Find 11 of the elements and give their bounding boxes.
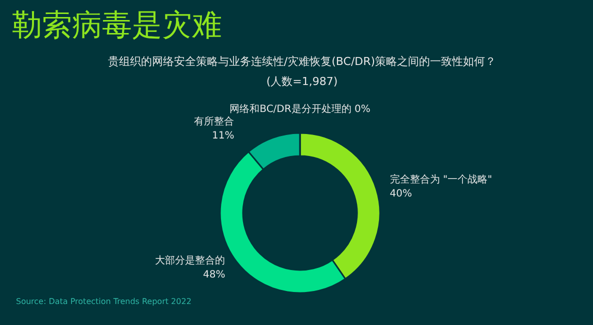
data-label: 11%: [212, 130, 234, 142]
data-label: 40%: [390, 188, 412, 200]
slice-label: 大部分是整合的: [155, 254, 226, 267]
text: 贵组织的网络安全策略与业务连续性/灾难恢复(BC/DR)策略之间的一致性如何？: [108, 55, 496, 68]
text: (人数=1,987): [266, 75, 338, 88]
source-note: Source: Data Protection Trends Report 2022: [16, 297, 192, 306]
slice-label: 有所整合: [194, 115, 234, 128]
data-label: 48%: [202, 270, 226, 281]
slice-label: 完全整合为 "一个战略": [390, 173, 492, 186]
chart-title: 勒索病毒是灾难: [12, 8, 222, 43]
category-label: 网络和BC/DR是分开处理的 0%: [230, 104, 370, 115]
